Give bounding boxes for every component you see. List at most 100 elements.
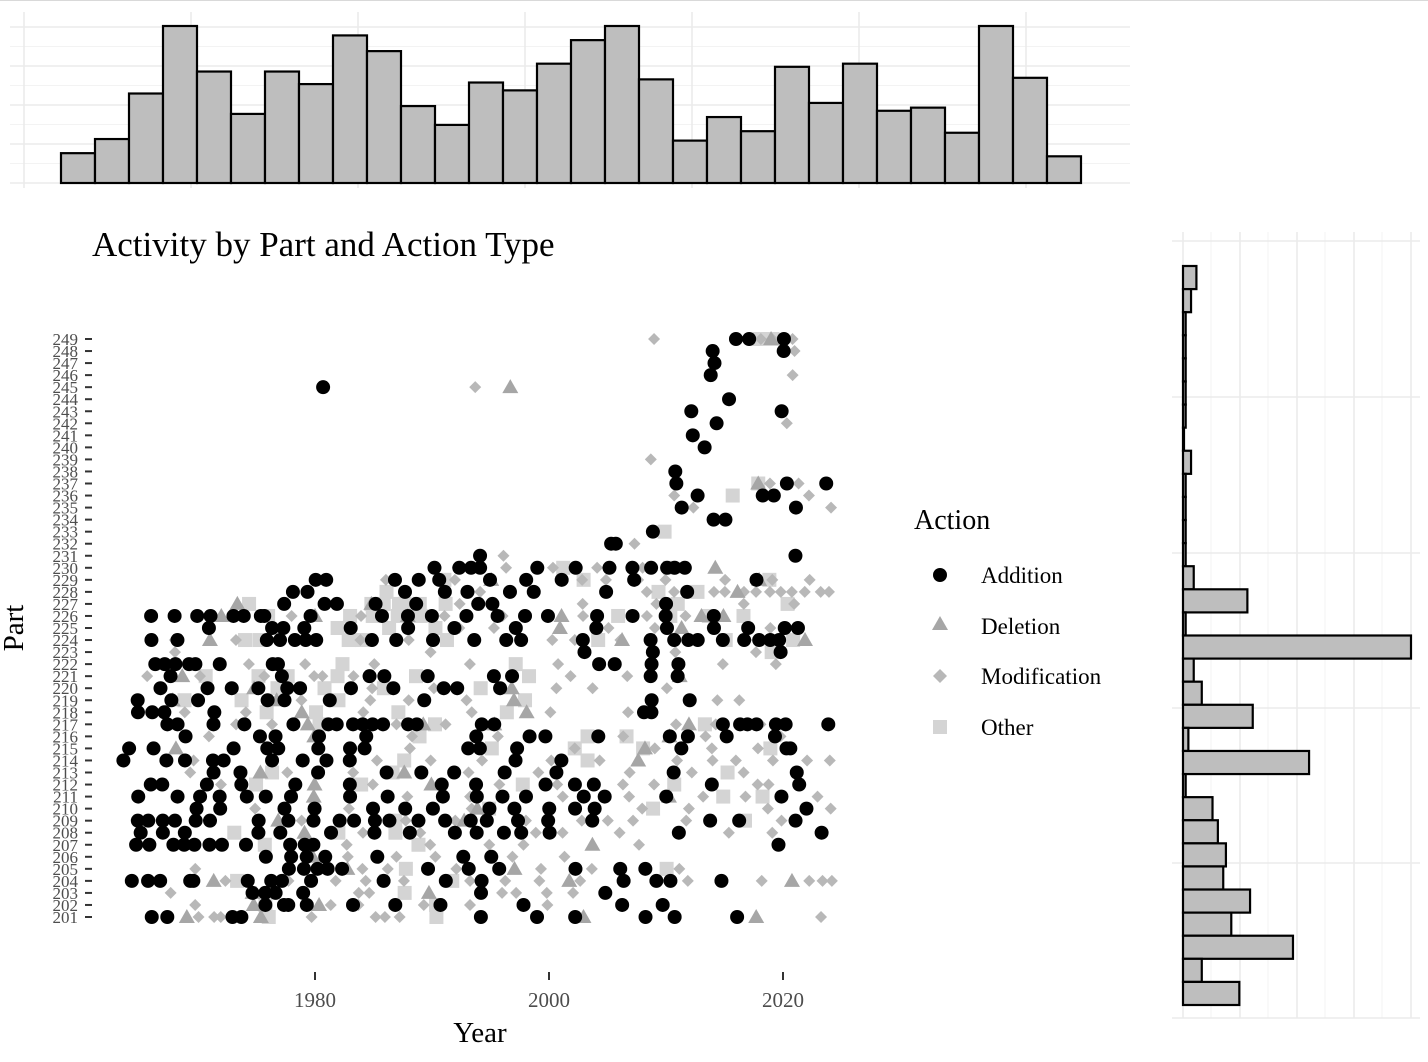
point-deletion (693, 607, 710, 622)
point-addition (719, 729, 734, 744)
top-hist-bar (807, 101, 845, 185)
point-addition (484, 849, 499, 864)
point-addition (201, 621, 216, 635)
point-addition (540, 608, 555, 623)
y-tick-label: 220 (53, 679, 79, 698)
point-addition (436, 681, 451, 696)
point-addition (343, 621, 358, 635)
point-modification (640, 609, 653, 622)
point-addition (437, 584, 452, 599)
point-addition (166, 837, 181, 852)
legend-item-modification: Modification (933, 664, 1102, 689)
right-hist-bar (1181, 957, 1203, 984)
point-modification (417, 898, 430, 911)
point-addition (667, 560, 682, 575)
point-modification (497, 549, 510, 562)
point-deletion (763, 331, 780, 345)
point-addition (319, 572, 334, 587)
point-addition (193, 789, 208, 804)
point-addition (643, 633, 658, 648)
point-other (697, 717, 712, 732)
point-addition (226, 608, 241, 623)
point-modification (551, 778, 564, 791)
point-other (763, 741, 778, 756)
point-other (690, 584, 705, 599)
point-modification (576, 573, 589, 586)
point-addition (346, 897, 361, 912)
top-hist-bar (841, 62, 879, 185)
point-addition (671, 825, 686, 840)
right-hist-bar (1181, 703, 1254, 729)
point-addition (645, 645, 660, 660)
top-hist-bar (93, 137, 131, 185)
top-hist-bar (433, 123, 471, 185)
point-other (341, 633, 356, 648)
point-addition (768, 717, 783, 732)
point-addition (168, 657, 183, 672)
point-other (736, 608, 751, 623)
point-modification (763, 477, 776, 490)
point-modification (491, 730, 504, 743)
point-addition (662, 729, 677, 744)
point-modification (399, 814, 412, 827)
point-addition (625, 608, 640, 623)
point-addition (472, 741, 487, 756)
point-modification (586, 682, 599, 695)
point-addition (499, 633, 514, 648)
point-modification (550, 682, 563, 695)
point-addition (774, 404, 789, 419)
y-tick-label: 248 (53, 342, 79, 361)
point-modification (356, 826, 369, 839)
y-tick-label: 210 (53, 800, 79, 819)
point-addition (189, 801, 204, 816)
point-addition (177, 837, 192, 852)
point-modification (424, 646, 437, 659)
point-deletion (636, 740, 653, 755)
point-addition (568, 560, 583, 575)
legend-item-other: Other (933, 715, 1034, 740)
y-tick-label: 208 (53, 824, 79, 843)
y-tick-label: 241 (53, 426, 79, 445)
point-addition (644, 657, 659, 672)
point-addition (773, 645, 788, 660)
point-addition (591, 729, 606, 744)
right-hist-bar (1181, 842, 1228, 868)
point-other (716, 789, 731, 804)
point-addition (202, 837, 217, 852)
point-modification (295, 814, 308, 827)
y-tick-label: 211 (53, 788, 78, 807)
point-deletion (502, 379, 519, 394)
point-deletion (797, 632, 814, 647)
point-addition (511, 813, 526, 828)
point-addition (644, 693, 659, 708)
point-addition (684, 404, 699, 419)
right-hist-bar (1181, 311, 1187, 337)
right-hist-bar (1181, 934, 1295, 960)
point-addition (368, 596, 383, 611)
point-other (379, 584, 394, 599)
point-addition (497, 765, 512, 780)
point-addition (432, 572, 447, 587)
point-addition (387, 572, 402, 587)
point-addition (450, 681, 465, 696)
point-modification (729, 754, 742, 767)
point-addition (779, 476, 794, 491)
point-addition (357, 741, 372, 756)
point-addition (788, 500, 803, 515)
point-addition (666, 765, 681, 780)
point-modification (465, 706, 478, 719)
point-addition (226, 741, 241, 756)
point-other (508, 657, 523, 672)
point-addition (124, 873, 139, 888)
point-modification (816, 874, 829, 887)
y-tick-label: 207 (53, 836, 79, 855)
point-addition (463, 813, 478, 828)
point-deletion (229, 595, 246, 610)
point-addition (496, 825, 511, 840)
point-addition (265, 621, 280, 635)
point-deletion (630, 752, 647, 767)
point-other (412, 729, 427, 744)
point-other (335, 657, 350, 672)
point-modification (402, 694, 415, 707)
point-modification (214, 778, 227, 791)
